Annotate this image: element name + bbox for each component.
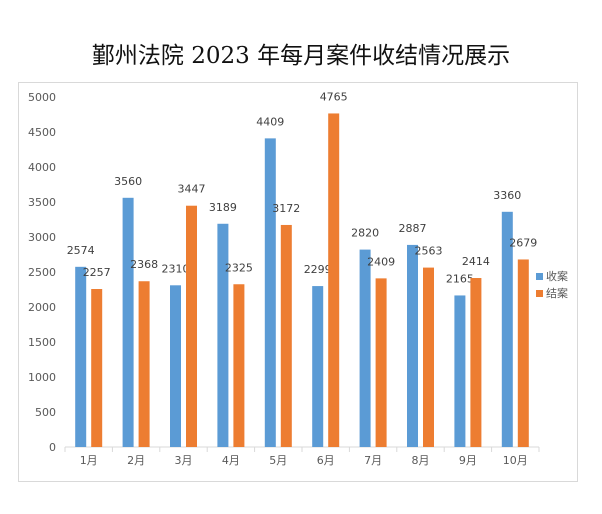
y-tick-label: 4000	[28, 161, 56, 174]
y-tick-label: 2000	[28, 301, 56, 314]
bar-jiean	[186, 205, 197, 447]
x-tick-label: 9月	[459, 454, 477, 467]
bar-shouan	[312, 286, 324, 447]
y-tick-label: 1000	[28, 371, 56, 384]
bar-shouan	[454, 295, 466, 447]
x-tick-label: 1月	[80, 454, 98, 467]
bar-shouan	[122, 197, 134, 447]
y-tick-label: 3000	[28, 231, 56, 244]
bar-jiean	[517, 259, 529, 447]
data-label: 2414	[462, 255, 490, 268]
x-tick-label: 8月	[412, 454, 430, 467]
legend-label: 结案	[546, 286, 568, 300]
data-label: 2563	[415, 245, 443, 258]
y-tick-label: 5000	[28, 91, 56, 104]
chart-frame: 0 500 1000 1500 2000 2500 3000 3500 4000 4500 5000…	[18, 82, 578, 482]
data-label: 2310	[162, 262, 190, 275]
data-label: 2165	[446, 272, 474, 285]
data-label: 3447	[178, 183, 206, 196]
data-label: 2887	[399, 222, 427, 235]
data-label: 2679	[509, 236, 537, 249]
x-tick-label: 3月	[175, 454, 193, 467]
bar-shouan	[217, 223, 229, 447]
x-tick-label: 4月	[222, 454, 240, 467]
bar-shouan	[407, 244, 418, 447]
bar-jiean	[423, 267, 434, 447]
bar-jiean	[280, 224, 292, 447]
data-label: 2257	[83, 266, 111, 279]
bar-shouan	[264, 138, 276, 447]
y-tick-label: 0	[49, 441, 56, 454]
x-tick-label: 10月	[503, 454, 528, 467]
bar-jiean	[470, 278, 482, 447]
data-label: 3189	[209, 201, 237, 214]
y-tick-label: 3500	[28, 196, 56, 209]
y-tick-label: 2500	[28, 266, 56, 279]
data-label: 2368	[130, 258, 158, 271]
data-label: 3172	[272, 202, 300, 215]
x-tick-label: 2月	[127, 454, 145, 467]
data-label: 2409	[367, 255, 395, 268]
bar-jiean	[91, 289, 103, 447]
data-label: 2820	[351, 227, 379, 240]
legend-swatch	[536, 290, 543, 297]
legend-label: 收案	[546, 269, 568, 283]
data-label: 4765	[320, 90, 348, 103]
bar-shouan	[359, 249, 371, 447]
data-label: 2299	[304, 263, 332, 276]
bar-jiean	[375, 278, 387, 447]
x-tick-label: 7月	[364, 454, 382, 467]
bar-shouan	[170, 285, 181, 447]
data-label: 2325	[225, 261, 253, 274]
data-label: 3360	[493, 189, 521, 202]
data-label: 2574	[67, 244, 95, 257]
bar-jiean	[328, 113, 340, 447]
y-tick-label: 4500	[28, 126, 56, 139]
x-tick-label: 5月	[269, 454, 287, 467]
data-label: 4409	[256, 115, 284, 128]
bar-chart: 0 500 1000 1500 2000 2500 3000 3500 4000 4500 5000…	[28, 90, 568, 467]
x-tick-label: 6月	[317, 454, 335, 467]
bar-shouan	[75, 266, 87, 447]
y-tick-label: 500	[35, 406, 56, 419]
bar-jiean	[138, 281, 150, 447]
legend-swatch	[536, 273, 543, 280]
data-label: 3560	[114, 175, 142, 188]
y-tick-label: 1500	[28, 336, 56, 349]
bar-jiean	[233, 284, 245, 447]
chart-title: 鄞州法院 2023 年每月案件收结情况展示	[91, 43, 511, 69]
bar-shouan	[501, 211, 513, 447]
